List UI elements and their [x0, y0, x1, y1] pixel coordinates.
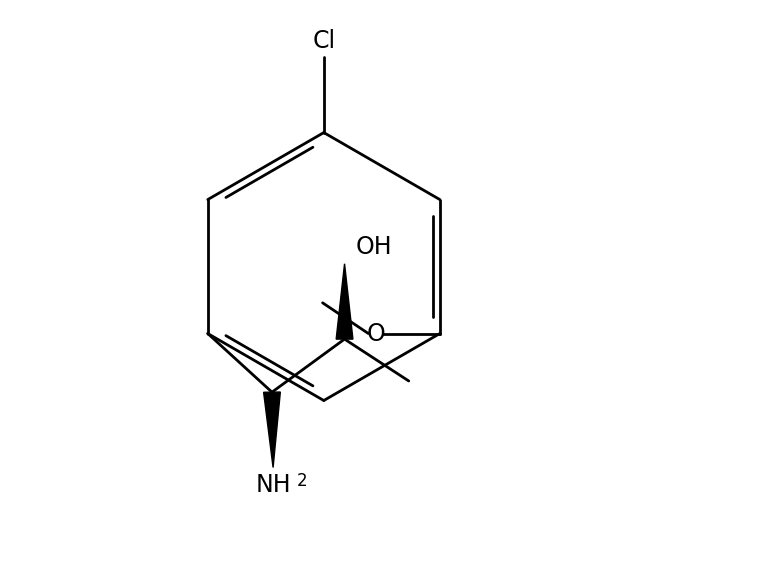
Text: O: O [366, 321, 385, 346]
Text: OH: OH [355, 235, 393, 259]
Text: NH: NH [255, 473, 291, 497]
Text: 2: 2 [296, 472, 307, 490]
Text: Cl: Cl [312, 29, 335, 53]
Polygon shape [336, 264, 353, 339]
Polygon shape [264, 392, 280, 467]
Text: Methoxy: Methoxy [312, 299, 318, 300]
